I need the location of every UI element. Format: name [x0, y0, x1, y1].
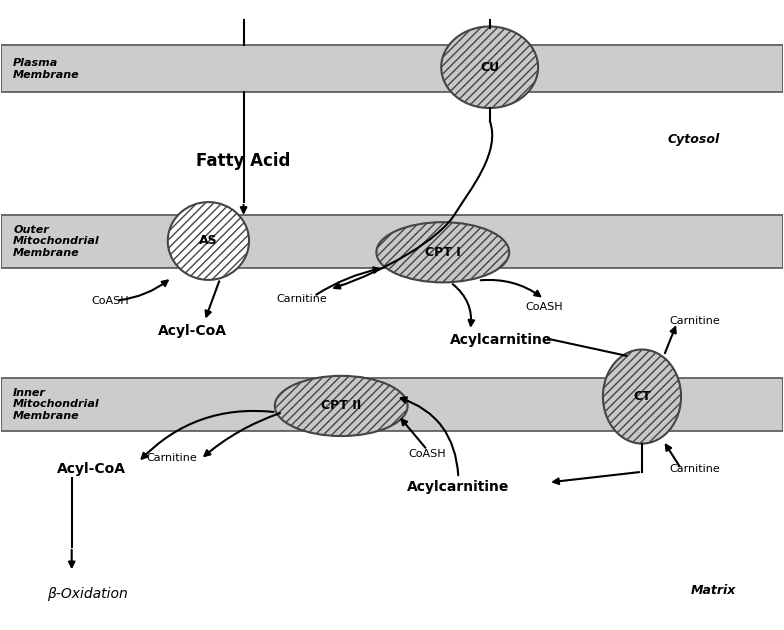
Text: Inner
Mitochondrial
Membrane: Inner Mitochondrial Membrane — [13, 388, 100, 421]
Text: Acylcarnitine: Acylcarnitine — [407, 481, 510, 495]
Text: Acyl-CoA: Acyl-CoA — [158, 324, 227, 338]
Text: Plasma
Membrane: Plasma Membrane — [13, 58, 80, 79]
Text: Carnitine: Carnitine — [670, 316, 720, 326]
Text: Cytosol: Cytosol — [668, 133, 720, 146]
Text: Carnitine: Carnitine — [670, 464, 720, 474]
Text: CoASH: CoASH — [525, 302, 563, 312]
Bar — [2, 378, 782, 431]
Text: Matrix: Matrix — [691, 585, 735, 597]
Text: Acyl-CoA: Acyl-CoA — [56, 462, 125, 476]
Text: CoASH: CoASH — [91, 295, 129, 306]
Text: CU: CU — [480, 60, 499, 74]
Bar — [2, 215, 782, 268]
Ellipse shape — [168, 202, 249, 280]
Text: CT: CT — [633, 390, 651, 403]
Ellipse shape — [441, 26, 538, 108]
Text: Carnitine: Carnitine — [147, 453, 197, 463]
Text: Carnitine: Carnitine — [277, 294, 328, 304]
Text: Fatty Acid: Fatty Acid — [196, 152, 291, 170]
Ellipse shape — [376, 222, 509, 282]
Bar — [2, 45, 782, 93]
Ellipse shape — [603, 350, 681, 444]
Text: Outer
Mitochondrial
Membrane: Outer Mitochondrial Membrane — [13, 225, 100, 258]
Ellipse shape — [275, 376, 408, 436]
Text: CPT II: CPT II — [321, 399, 361, 413]
Text: β-Oxidation: β-Oxidation — [47, 587, 128, 601]
Text: AS: AS — [199, 234, 218, 248]
Text: CoASH: CoASH — [408, 449, 446, 459]
Text: Acylcarnitine: Acylcarnitine — [450, 333, 553, 347]
Text: CPT I: CPT I — [425, 246, 461, 259]
